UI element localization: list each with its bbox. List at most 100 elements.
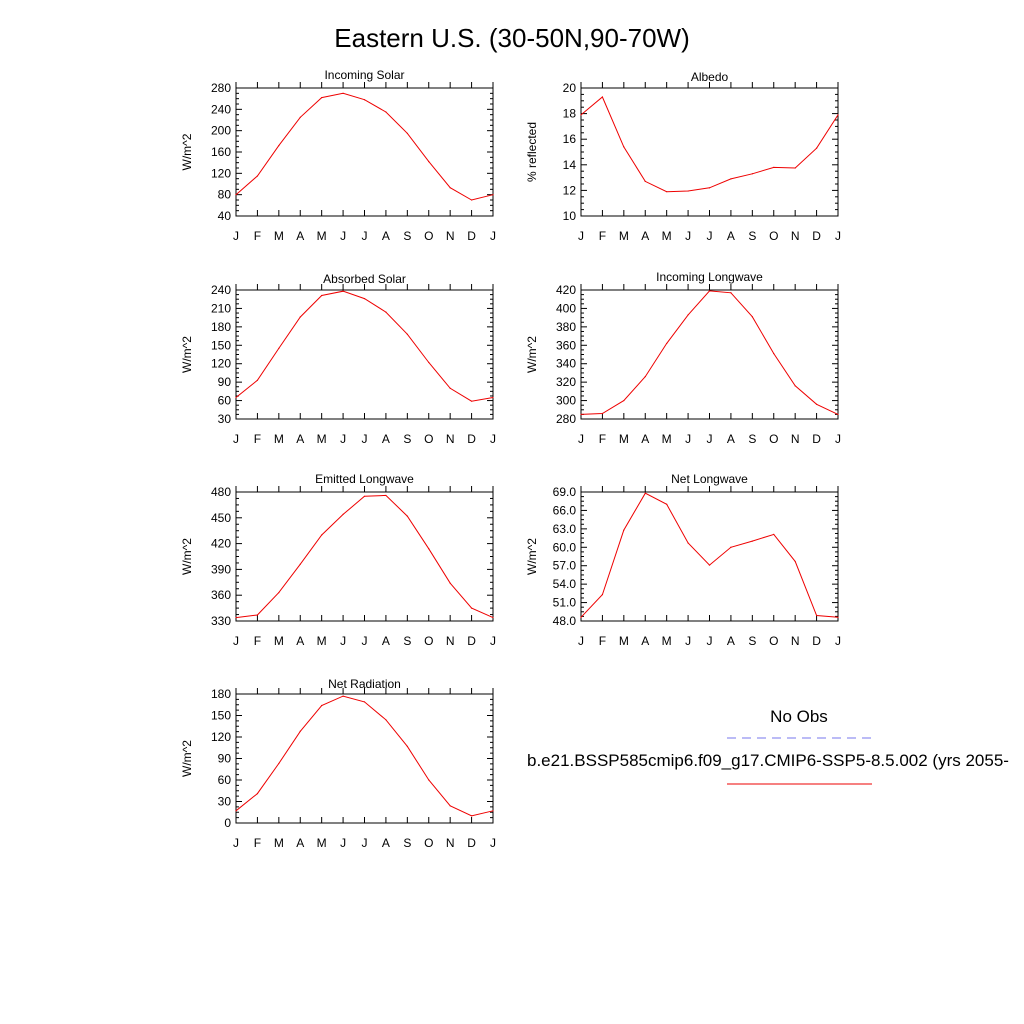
data-point bbox=[708, 187, 711, 189]
y-tick-label: 20 bbox=[563, 81, 577, 95]
x-tick-label: A bbox=[382, 836, 390, 850]
y-axis-label: % reflected bbox=[525, 122, 539, 182]
data-point bbox=[470, 400, 473, 402]
x-tick-label: F bbox=[599, 432, 606, 446]
y-tick-label: 18 bbox=[563, 107, 577, 121]
data-point bbox=[278, 347, 280, 349]
data-point bbox=[299, 563, 301, 565]
data-point bbox=[321, 294, 323, 297]
x-tick-label: D bbox=[812, 432, 821, 446]
x-tick-label: N bbox=[446, 836, 455, 850]
data-point bbox=[235, 396, 237, 399]
data-point bbox=[342, 695, 344, 697]
data-point bbox=[449, 187, 451, 189]
y-tick-label: 80 bbox=[218, 188, 232, 202]
panel-title: Net Longwave bbox=[671, 472, 748, 486]
data-point bbox=[773, 166, 775, 168]
plot-frame bbox=[580, 87, 839, 217]
data-point bbox=[363, 701, 366, 703]
data-point bbox=[256, 614, 259, 616]
x-tick-label: F bbox=[599, 229, 606, 243]
y-tick-label: 60.0 bbox=[553, 540, 577, 554]
x-tick-label: A bbox=[641, 229, 649, 243]
data-point bbox=[687, 314, 689, 316]
x-tick-label: J bbox=[340, 836, 346, 850]
y-tick-label: 420 bbox=[211, 537, 231, 551]
x-tick-label: J bbox=[685, 634, 691, 648]
y-axis-label: W/m^2 bbox=[180, 538, 194, 575]
plot-frame bbox=[235, 491, 494, 622]
data-point bbox=[644, 180, 646, 183]
figure-title: Eastern U.S. (30-50N,90-70W) bbox=[334, 23, 689, 53]
data-point bbox=[687, 190, 689, 192]
x-tick-label: A bbox=[296, 229, 304, 243]
x-tick-label: N bbox=[446, 634, 455, 648]
x-tick-label: N bbox=[446, 229, 455, 243]
y-tick-label: 300 bbox=[556, 394, 576, 408]
plot-frame bbox=[580, 491, 839, 622]
x-tick-label: M bbox=[619, 634, 629, 648]
data-point bbox=[428, 161, 430, 163]
y-tick-label: 450 bbox=[211, 511, 231, 525]
data-point bbox=[363, 99, 366, 101]
series-line bbox=[580, 492, 839, 618]
panel-title: Albedo bbox=[691, 70, 729, 84]
data-point bbox=[815, 403, 818, 405]
x-tick-label: J bbox=[490, 432, 496, 446]
x-tick-label: D bbox=[812, 229, 821, 243]
y-axis-label: W/m^2 bbox=[180, 336, 194, 373]
y-tick-label: 340 bbox=[556, 357, 576, 371]
y-tick-label: 320 bbox=[556, 375, 576, 389]
y-tick-label: 180 bbox=[211, 320, 231, 334]
x-tick-label: S bbox=[748, 432, 756, 446]
y-tick-label: 390 bbox=[211, 562, 231, 576]
x-tick-label: M bbox=[317, 836, 327, 850]
x-tick-label: D bbox=[467, 634, 476, 648]
y-tick-label: 90 bbox=[218, 375, 232, 389]
y-tick-label: 200 bbox=[211, 124, 231, 138]
data-point bbox=[666, 191, 668, 193]
x-tick-label: M bbox=[662, 229, 672, 243]
y-tick-label: 66.0 bbox=[553, 503, 577, 517]
y-tick-label: 60 bbox=[218, 773, 232, 787]
y-tick-label: 240 bbox=[211, 102, 231, 116]
x-tick-label: J bbox=[578, 432, 584, 446]
data-point bbox=[666, 342, 668, 345]
data-point bbox=[470, 607, 473, 609]
data-point bbox=[730, 546, 732, 548]
series-line bbox=[235, 290, 494, 402]
y-tick-label: 280 bbox=[211, 81, 231, 95]
series-line bbox=[235, 92, 494, 201]
data-point bbox=[601, 96, 604, 98]
data-point bbox=[708, 564, 711, 566]
panel-absorbed-solar: Absorbed Solar W/m^2 30 60 90 120 150 180 210 240… bbox=[180, 272, 496, 446]
data-point bbox=[580, 413, 582, 415]
x-tick-label: S bbox=[403, 836, 411, 850]
data-point bbox=[730, 292, 732, 294]
data-point bbox=[385, 111, 387, 113]
y-tick-label: 240 bbox=[211, 283, 231, 297]
y-tick-label: 12 bbox=[563, 183, 577, 197]
y-tick-label: 14 bbox=[563, 158, 577, 172]
x-tick-label: A bbox=[727, 634, 735, 648]
data-point bbox=[256, 793, 259, 795]
x-tick-label: J bbox=[685, 432, 691, 446]
series-line bbox=[235, 494, 494, 619]
x-tick-label: S bbox=[403, 229, 411, 243]
data-point bbox=[449, 805, 451, 807]
x-tick-label: O bbox=[424, 229, 433, 243]
data-point bbox=[406, 515, 408, 517]
y-tick-label: 280 bbox=[556, 412, 576, 426]
x-tick-label: A bbox=[296, 634, 304, 648]
y-tick-label: 380 bbox=[556, 320, 576, 334]
x-tick-label: J bbox=[490, 229, 496, 243]
y-tick-label: 160 bbox=[211, 145, 231, 159]
x-tick-label: A bbox=[296, 836, 304, 850]
y-tick-label: 0 bbox=[224, 816, 231, 830]
y-tick-label: 63.0 bbox=[553, 522, 577, 536]
y-tick-label: 120 bbox=[211, 357, 231, 371]
data-point bbox=[580, 616, 582, 618]
x-tick-label: F bbox=[254, 634, 261, 648]
x-tick-label: F bbox=[254, 432, 261, 446]
